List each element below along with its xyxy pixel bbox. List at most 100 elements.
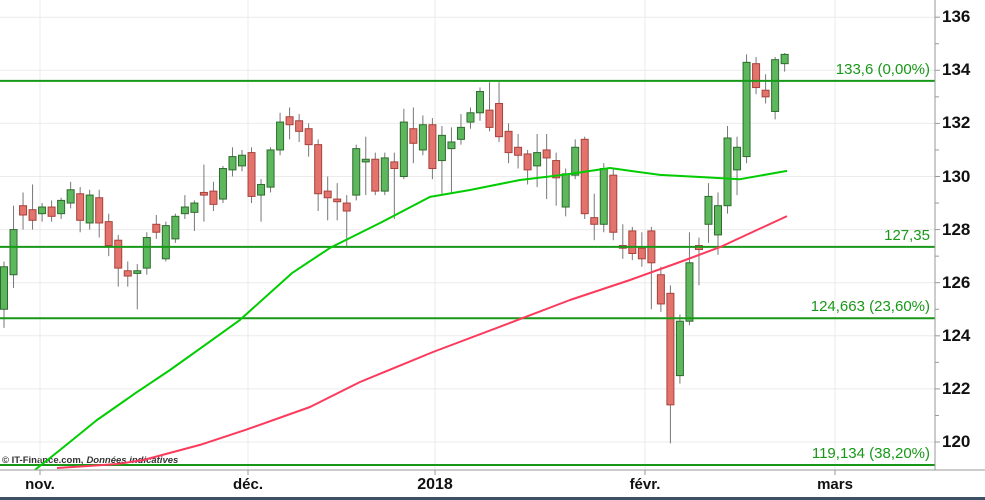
- up-candle: [418, 115, 427, 156]
- candle-body: [257, 183, 266, 196]
- up-candle: [171, 213, 180, 243]
- candle-body: [142, 237, 151, 269]
- down-candle: [542, 134, 551, 200]
- candle-body: [428, 124, 437, 170]
- up-candle: [456, 114, 465, 145]
- up-candle: [257, 179, 266, 222]
- down-candle: [637, 232, 646, 267]
- candlestick-series: [0, 53, 789, 444]
- down-candle: [304, 123, 313, 157]
- candle-body: [9, 229, 18, 276]
- down-candle: [609, 168, 618, 241]
- down-candle: [342, 195, 351, 247]
- candle-body: [437, 134, 446, 162]
- up-candle: [780, 53, 789, 72]
- down-candle: [295, 114, 304, 142]
- down-candle: [666, 285, 675, 444]
- candle-body: [675, 320, 684, 377]
- down-candle: [247, 147, 256, 204]
- up-candle: [704, 183, 713, 243]
- candle-body: [76, 193, 85, 221]
- candle-body: [637, 247, 646, 260]
- down-candle: [199, 164, 208, 222]
- down-candle: [390, 152, 399, 219]
- down-candle: [28, 184, 37, 230]
- candle-body: [295, 120, 304, 132]
- down-candle: [314, 139, 323, 212]
- down-candle: [580, 136, 589, 219]
- candle-body: [523, 153, 532, 171]
- candle-body: [304, 128, 313, 146]
- candle-body: [238, 154, 246, 167]
- up-candle: [85, 189, 94, 230]
- up-candle: [361, 136, 370, 196]
- candle-body: [180, 206, 189, 215]
- candle-body: [390, 161, 399, 170]
- candle-body: [561, 173, 570, 208]
- down-candle: [694, 237, 703, 286]
- candle-body: [371, 158, 380, 192]
- candle-body: [171, 215, 180, 240]
- candle-body: [114, 239, 123, 269]
- candle-body: [66, 189, 75, 204]
- candle-body: [504, 130, 513, 154]
- down-candle: [104, 213, 113, 257]
- down-candle: [371, 152, 380, 196]
- candle-body: [0, 266, 8, 310]
- window-bottom-edge: [0, 497, 985, 500]
- candle-body: [456, 126, 465, 140]
- up-candle: [447, 127, 456, 193]
- candle-body: [656, 274, 665, 305]
- up-candle: [133, 264, 142, 310]
- candle-body: [161, 225, 170, 260]
- up-candle: [771, 57, 780, 120]
- candle-body: [418, 124, 427, 151]
- down-candle: [752, 57, 761, 95]
- candle-body: [314, 144, 323, 195]
- down-candle: [514, 134, 523, 169]
- candle-body: [476, 91, 484, 114]
- candle-body: [609, 174, 618, 233]
- candle-body: [95, 197, 104, 224]
- down-candle: [628, 226, 637, 261]
- up-candle: [714, 192, 722, 255]
- down-candle: [590, 193, 599, 241]
- candle-body: [780, 53, 789, 65]
- candle-body: [323, 190, 332, 199]
- up-candle: [675, 314, 684, 384]
- candle-body: [276, 121, 285, 151]
- down-candle: [656, 266, 665, 312]
- candle-body: [352, 148, 361, 196]
- candle-body: [447, 141, 456, 150]
- up-candle: [399, 108, 408, 180]
- candle-body: [542, 149, 551, 159]
- candle-body: [704, 195, 713, 225]
- candle-body: [466, 112, 475, 123]
- up-candle: [238, 149, 246, 172]
- candle-body: [666, 292, 675, 406]
- candle-body: [85, 194, 94, 224]
- down-candle: [209, 181, 218, 212]
- up-candle: [742, 54, 751, 164]
- candle-body: [380, 157, 389, 192]
- up-candle: [276, 112, 285, 156]
- up-candle: [599, 163, 608, 233]
- candle-body: [399, 121, 408, 178]
- candle-body: [228, 156, 237, 171]
- up-candle: [476, 87, 484, 121]
- candle-body: [552, 160, 561, 179]
- candle-body: [342, 202, 351, 212]
- candle-body: [57, 199, 66, 215]
- candle-body: [599, 168, 608, 225]
- candle-body: [28, 209, 37, 221]
- candle-body: [247, 152, 256, 197]
- down-candle: [19, 192, 28, 230]
- candle-body: [123, 270, 132, 277]
- candle-body: [333, 198, 342, 203]
- candle-body: [38, 206, 47, 215]
- up-candle: [0, 261, 8, 328]
- down-candle: [323, 176, 332, 221]
- up-candle: [266, 147, 275, 193]
